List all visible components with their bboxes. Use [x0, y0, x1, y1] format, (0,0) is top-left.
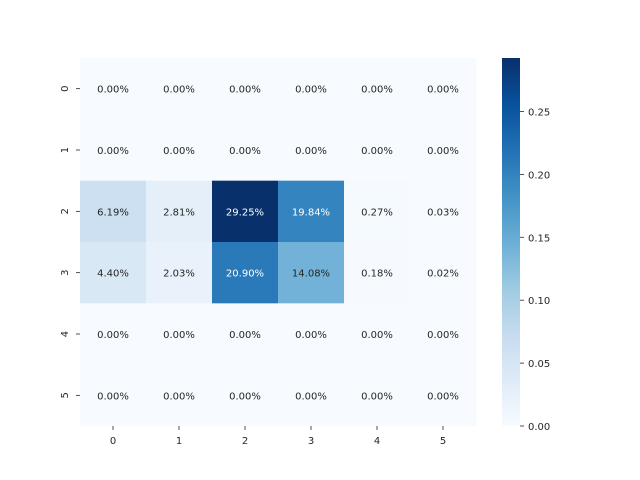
heatmap-cell-r0-c4	[344, 58, 411, 120]
cell-label-r2-c3: 19.84%	[292, 207, 330, 218]
cell-label-r3-c1: 2.03%	[163, 269, 195, 280]
cell-label-r1-c1: 0.00%	[163, 146, 195, 157]
heatmap-cell-r2-c4	[344, 180, 411, 243]
cell-label-r5-c2: 0.00%	[229, 391, 261, 402]
cell-label-r3-c5: 0.02%	[427, 269, 459, 280]
heatmap-cell-r5-c2	[212, 364, 279, 427]
heatmap-cell-r1-c0	[80, 119, 147, 182]
heatmap-cells	[80, 58, 477, 427]
heatmap-cell-r4-c4	[344, 303, 411, 366]
heatmap-cell-r0-c3	[278, 58, 345, 120]
colorbar-tick-label-1: 0.05	[528, 359, 550, 370]
colorbar-tick-label-4: 0.20	[528, 170, 550, 181]
heatmap-cell-r1-c1	[146, 119, 213, 182]
cell-label-r1-c0: 0.00%	[97, 146, 129, 157]
heatmap-cell-r3-c3	[278, 242, 345, 304]
cell-label-r2-c1: 2.81%	[163, 207, 195, 218]
cell-label-r5-c5: 0.00%	[427, 391, 459, 402]
y-tick-label-2: 2	[60, 208, 71, 214]
y-tick-label-3: 3	[60, 269, 71, 275]
cell-label-r4-c1: 0.00%	[163, 330, 195, 341]
heatmap-cell-r3-c1	[146, 242, 213, 304]
colorbar-tick-label-5: 0.25	[528, 107, 550, 118]
heatmap-cell-r4-c0	[80, 303, 147, 366]
heatmap-cell-r2-c5	[410, 180, 477, 243]
cell-label-r4-c5: 0.00%	[427, 330, 459, 341]
heatmap-cell-r2-c2	[212, 180, 279, 243]
cell-label-r2-c0: 6.19%	[97, 207, 129, 218]
heatmap-cell-r0-c5	[410, 58, 477, 120]
heatmap-cell-r0-c1	[146, 58, 213, 120]
cell-label-r4-c2: 0.00%	[229, 330, 261, 341]
heatmap-cell-r1-c3	[278, 119, 345, 182]
colorbar-tick-label-3: 0.15	[528, 233, 550, 244]
cell-label-r2-c4: 0.27%	[361, 207, 393, 218]
cell-label-r0-c1: 0.00%	[163, 85, 195, 96]
x-tick-label-5: 5	[440, 436, 446, 447]
heatmap-cell-r3-c2	[212, 242, 279, 304]
heatmap-cell-r5-c3	[278, 364, 345, 427]
y-axis: 0 1 2 3 4 5	[60, 85, 80, 399]
cell-label-r0-c5: 0.00%	[427, 85, 459, 96]
cell-label-r2-c2: 29.25%	[226, 207, 264, 218]
x-tick-label-2: 2	[242, 436, 248, 447]
colorbar: 0.00 0.05 0.10 0.15 0.20 0.25	[502, 58, 550, 433]
heatmap-cell-r4-c2	[212, 303, 279, 366]
cell-label-r3-c3: 14.08%	[292, 269, 330, 280]
cell-label-r1-c3: 0.00%	[295, 146, 327, 157]
heatmap-cell-r1-c4	[344, 119, 411, 182]
heatmap-cell-r5-c0	[80, 364, 147, 427]
heatmap-cell-r4-c5	[410, 303, 477, 366]
x-tick-label-1: 1	[176, 436, 182, 447]
cell-label-r0-c0: 0.00%	[97, 85, 129, 96]
heatmap-cell-r5-c1	[146, 364, 213, 427]
cell-label-r5-c0: 0.00%	[97, 391, 129, 402]
heatmap-cell-r4-c3	[278, 303, 345, 366]
colorbar-tick-label-0: 0.00	[528, 422, 550, 433]
cell-label-r1-c5: 0.00%	[427, 146, 459, 157]
cell-label-r4-c3: 0.00%	[295, 330, 327, 341]
y-tick-label-0: 0	[60, 85, 71, 91]
cell-label-r4-c4: 0.00%	[361, 330, 393, 341]
cell-label-r1-c4: 0.00%	[361, 146, 393, 157]
heatmap-cell-r2-c3	[278, 180, 345, 243]
colorbar-ticks: 0.00 0.05 0.10 0.15 0.20 0.25	[520, 107, 550, 433]
heatmap-cell-r3-c0	[80, 242, 147, 304]
heatmap-cell-r5-c5	[410, 364, 477, 427]
cell-label-r3-c4: 0.18%	[361, 269, 393, 280]
x-tick-label-4: 4	[374, 436, 380, 447]
heatmap-cell-r1-c2	[212, 119, 279, 182]
cell-label-r1-c2: 0.00%	[229, 146, 261, 157]
colorbar-tick-label-2: 0.10	[528, 296, 550, 307]
x-tick-label-3: 3	[308, 436, 314, 447]
heatmap-cell-r5-c4	[344, 364, 411, 427]
cell-label-r0-c4: 0.00%	[361, 85, 393, 96]
y-tick-label-5: 5	[60, 392, 71, 398]
cell-label-r3-c0: 4.40%	[97, 269, 129, 280]
heatmap-cell-r0-c0	[80, 58, 147, 120]
cell-label-r5-c1: 0.00%	[163, 391, 195, 402]
heatmap-cell-r4-c1	[146, 303, 213, 366]
cell-label-r2-c5: 0.03%	[427, 207, 459, 218]
x-axis: 0 1 2 3 4 5	[110, 426, 446, 447]
heatmap-cell-r0-c2	[212, 58, 279, 120]
heatmap-cell-r2-c1	[146, 180, 213, 243]
cell-label-r4-c0: 0.00%	[97, 330, 129, 341]
cell-label-r0-c3: 0.00%	[295, 85, 327, 96]
y-tick-label-1: 1	[60, 147, 71, 153]
heatmap-cell-r3-c4	[344, 242, 411, 304]
cell-label-r0-c2: 0.00%	[229, 85, 261, 96]
colorbar-gradient	[502, 58, 520, 426]
cell-label-r5-c3: 0.00%	[295, 391, 327, 402]
y-tick-label-4: 4	[60, 331, 71, 337]
heatmap-cell-r1-c5	[410, 119, 477, 182]
cell-label-r3-c2: 20.90%	[226, 269, 264, 280]
cell-labels: 0.00% 0.00% 0.00% 0.00% 0.00% 0.00% 0.00% 0.00%…	[97, 85, 459, 403]
heatmap-cell-r2-c0	[80, 180, 147, 243]
x-tick-label-0: 0	[110, 436, 116, 447]
heatmap-cell-r3-c5	[410, 242, 477, 304]
cell-label-r5-c4: 0.00%	[361, 391, 393, 402]
